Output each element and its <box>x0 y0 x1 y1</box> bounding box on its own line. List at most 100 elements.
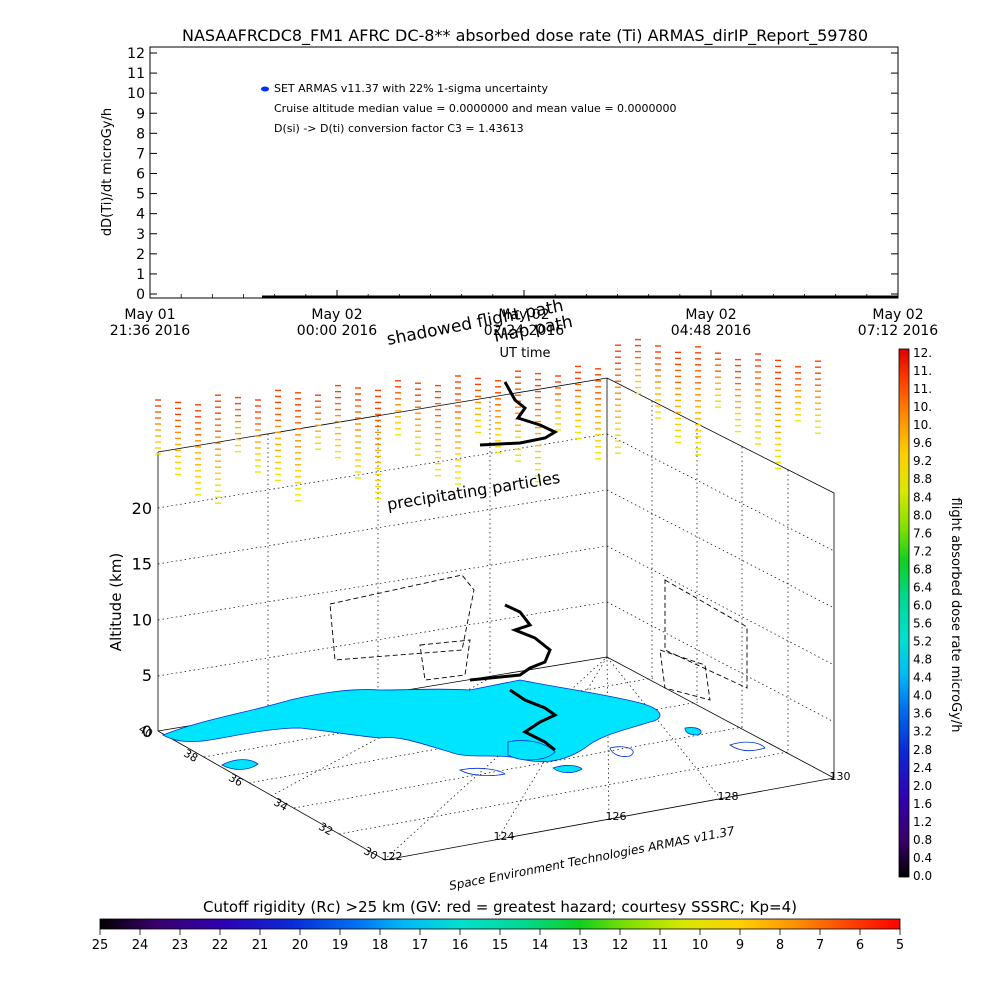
dose-colorbar-tick-label: 3.6 <box>913 707 932 721</box>
latitude-tick-label: 30 <box>361 844 380 862</box>
dose-colorbar-tick-label: 2.0 <box>913 779 932 793</box>
dose-colorbar-tick-label: 4.8 <box>913 653 932 667</box>
top-y-tick-label: 8 <box>136 126 145 142</box>
legend-entry-1: SET ARMAS v11.37 with 22% 1-sigma uncert… <box>274 82 548 95</box>
dose-colorbar-tick-label: 2.4 <box>913 761 932 775</box>
dose-colorbar-label: flight absorbed dose rate microGy/h <box>948 498 963 733</box>
top-x-tick-date: May 02 <box>498 307 549 323</box>
longitude-tick-label: 124 <box>494 830 515 843</box>
rigidity-colorbar-strip <box>99 918 901 930</box>
rigidity-colorbar-tick-label: 13 <box>572 938 589 953</box>
top-x-tick-time: 21:36 2016 <box>110 323 191 339</box>
rigidity-colorbar-tick-label: 12 <box>612 938 629 953</box>
chart-title: NASAAFRCDC8_FM1 AFRC DC-8** absorbed dos… <box>182 26 868 46</box>
altitude-axis: 0 5 10 15 20 <box>132 499 152 741</box>
dose-colorbar-tick-label: 10. <box>913 418 932 432</box>
perspective-panel: 0 5 10 15 20 30 32 34 36 38 40 122 124 126 128 130 Al… <box>107 296 851 893</box>
longitude-axis: 122 124 126 128 130 <box>382 770 851 863</box>
rigidity-colorbar-tick-label: 5 <box>896 938 904 953</box>
dose-colorbar-tick-label: 10. <box>913 400 932 414</box>
map-land <box>162 679 766 777</box>
rigidity-colorbar-tick-label: 16 <box>452 938 469 953</box>
dose-colorbar-tick-label: 8.8 <box>913 472 932 486</box>
latitude-tick-label: 36 <box>226 771 245 789</box>
rigidity-colorbar: Cutoff rigidity (Rc) >25 km (GV: red = g… <box>92 898 904 953</box>
altitude-label: Altitude (km) <box>107 553 125 651</box>
altitude-tick-label: 0 <box>142 722 152 741</box>
top-y-tick-label: 2 <box>136 247 145 263</box>
rigidity-colorbar-tick-label: 23 <box>172 938 189 953</box>
top-x-tick-time: 04:48 2016 <box>671 323 752 339</box>
shadow-outlines <box>329 574 748 701</box>
top-y-tick-label: 3 <box>136 227 145 243</box>
dose-colorbar-tick-label: 2.8 <box>913 743 932 757</box>
annotation-precipitating-particles: precipitating particles <box>386 468 562 514</box>
dose-colorbar-tick-label: 6.0 <box>913 598 932 612</box>
top-y-tick-label: 12 <box>127 46 145 62</box>
rigidity-colorbar-tick-label: 21 <box>252 938 269 953</box>
dose-colorbar: 0.0 0.4 0.8 1.2 1.6 2.0 2.4 2.8 3.2 3.6 4.0 4.4 4.8 5… <box>898 346 963 883</box>
dose-colorbar-tick-label: 4.4 <box>913 671 932 685</box>
top-y-tick-label: 10 <box>127 86 145 102</box>
top-y-tick-label: 0 <box>136 287 145 303</box>
dose-colorbar-ticks: 0.0 0.4 0.8 1.2 1.6 2.0 2.4 2.8 3.2 3.6 4.0 4.4 4.8 5… <box>913 346 932 883</box>
top-x-label: UT time <box>500 346 551 361</box>
rigidity-colorbar-tick-label: 11 <box>652 938 669 953</box>
dose-colorbar-tick-label: 5.6 <box>913 617 932 631</box>
rigidity-colorbar-tick-label: 25 <box>92 938 109 953</box>
dose-colorbar-tick-label: 7.2 <box>913 544 932 558</box>
legend-marker <box>261 86 269 92</box>
particle-markers <box>155 338 821 504</box>
box-frame <box>157 377 835 861</box>
rigidity-colorbar-tick-label: 14 <box>532 938 549 953</box>
latitude-tick-label: 40 <box>136 722 155 740</box>
dose-colorbar-tick-label: 0.0 <box>913 869 932 883</box>
rigidity-colorbar-tick-label: 15 <box>492 938 509 953</box>
latitude-tick-label: 32 <box>316 820 335 838</box>
longitude-tick-label: 126 <box>606 810 627 823</box>
dose-colorbar-tick-label: 6.8 <box>913 562 932 576</box>
dose-colorbar-strip <box>898 348 910 878</box>
top-x-tick-date: May 02 <box>872 307 923 323</box>
top-y-tick-label: 5 <box>136 187 145 203</box>
top-y-tick-label: 9 <box>136 106 145 122</box>
dose-colorbar-tick-label: 8.4 <box>913 490 932 504</box>
rigidity-colorbar-tick-label: 24 <box>132 938 149 953</box>
dose-colorbar-tick-label: 8.0 <box>913 508 932 522</box>
rigidity-colorbar-tick-label: 22 <box>212 938 229 953</box>
dose-colorbar-tick-label: 9.2 <box>913 454 932 468</box>
top-y-tick-label: 1 <box>136 267 145 283</box>
dose-colorbar-tick-label: 3.2 <box>913 725 932 739</box>
dose-colorbar-tick-label: 5.2 <box>913 635 932 649</box>
rigidity-colorbar-tick-label: 10 <box>692 938 709 953</box>
rigidity-colorbar-ticks: 25 24 23 22 21 20 19 18 17 16 15 14 13 12 11 10 9 8 7 6 5 <box>92 929 904 953</box>
dose-colorbar-tick-label: 9.6 <box>913 436 932 450</box>
dose-colorbar-tick-label: 0.4 <box>913 851 932 865</box>
rigidity-colorbar-tick-label: 17 <box>412 938 429 953</box>
dose-colorbar-tick-label: 7.6 <box>913 526 932 540</box>
top-y-tick-label: 6 <box>136 167 145 183</box>
dose-colorbar-tick-label: 4.0 <box>913 689 932 703</box>
latitude-tick-label: 34 <box>271 796 290 814</box>
rigidity-colorbar-tick-label: 9 <box>736 938 744 953</box>
top-x-tick-date: May 02 <box>311 307 362 323</box>
rigidity-colorbar-tick-label: 19 <box>332 938 349 953</box>
dose-colorbar-tick-label: 12. <box>913 346 932 360</box>
top-y-label: dD(Ti)/dt microGy/h <box>100 108 115 236</box>
dose-colorbar-tick-label: 11. <box>913 382 932 396</box>
altitude-tick-label: 20 <box>132 499 152 518</box>
top-y-tick-label: 7 <box>136 146 145 162</box>
legend-entry-2: Cruise altitude median value = 0.0000000… <box>274 102 677 115</box>
legend-entry-3: D(si) -> D(ti) conversion factor C3 = 1.… <box>274 122 524 135</box>
top-x-tick-date: May 01 <box>124 307 175 323</box>
top-x-tick-time: 02:24 2016 <box>484 323 565 339</box>
dose-colorbar-tick-label: 1.6 <box>913 797 932 811</box>
dose-colorbar-tick-label: 11. <box>913 364 932 378</box>
credit-text: Space Environment Technologies ARMAS v11… <box>448 824 736 893</box>
latitude-axis: 30 32 34 36 38 40 <box>136 722 380 862</box>
latitude-tick-label: 38 <box>181 747 200 765</box>
rigidity-colorbar-tick-label: 7 <box>816 938 824 953</box>
